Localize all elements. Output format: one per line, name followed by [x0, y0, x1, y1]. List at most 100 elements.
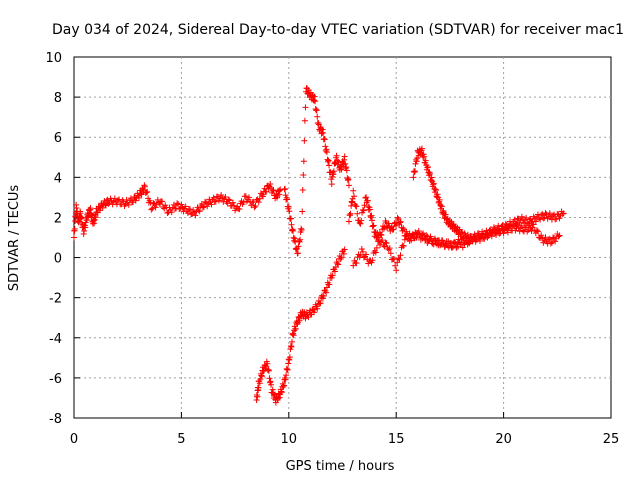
data-point [547, 240, 554, 247]
data-point [510, 222, 517, 229]
data-point [368, 212, 375, 219]
data-point [312, 98, 319, 105]
data-point [148, 206, 155, 213]
data-point [289, 331, 296, 338]
data-point [286, 356, 293, 363]
grid-lines [74, 57, 611, 418]
data-point [296, 317, 303, 324]
data-point [254, 393, 261, 400]
data-point [541, 214, 548, 221]
data-point [288, 221, 295, 228]
data-point [289, 338, 296, 345]
data-point [290, 332, 297, 339]
data-point [341, 156, 348, 163]
data-point [229, 199, 236, 206]
data-point [71, 226, 78, 233]
data-point [427, 170, 434, 177]
data-point [500, 230, 507, 237]
data-point [252, 203, 259, 210]
data-point [411, 168, 418, 175]
data-point [267, 180, 274, 187]
data-point [283, 365, 290, 372]
data-point [333, 152, 340, 159]
data-point [200, 203, 207, 210]
data-point [291, 235, 298, 242]
data-point [147, 199, 154, 206]
data-point [280, 382, 287, 389]
data-point [385, 220, 392, 227]
data-point [354, 210, 361, 217]
data-point [236, 206, 243, 213]
data-point [542, 234, 549, 241]
data-point [493, 231, 500, 238]
data-point [290, 227, 297, 234]
data-point [276, 191, 283, 198]
data-point [430, 180, 437, 187]
data-point [314, 113, 321, 120]
data-point [268, 381, 275, 388]
data-point [428, 174, 435, 181]
data-point [451, 240, 458, 247]
data-point [555, 233, 562, 240]
data-point [278, 388, 285, 395]
data-point [559, 210, 566, 217]
data-point [265, 367, 272, 374]
data-point [83, 217, 90, 224]
data-point [73, 204, 80, 211]
data-point [456, 226, 463, 233]
data-point [222, 194, 229, 201]
data-point [518, 213, 525, 220]
data-point [369, 223, 376, 230]
data-point [246, 194, 253, 201]
data-point [255, 384, 262, 391]
data-point [463, 238, 470, 245]
data-point [326, 281, 333, 288]
data-point [325, 158, 332, 165]
data-point [474, 232, 481, 239]
data-point [345, 182, 352, 189]
x-tick-label: 20 [495, 432, 512, 447]
data-point [387, 250, 394, 257]
data-point [540, 239, 547, 246]
data-point [342, 160, 349, 167]
data-point [343, 167, 350, 174]
chart-title: Day 034 of 2024, Sidereal Day-to-day VTE… [52, 22, 624, 38]
data-point [390, 226, 397, 233]
data-point [224, 200, 231, 207]
data-point [300, 158, 307, 165]
data-point [401, 236, 408, 243]
data-point [357, 252, 364, 259]
data-point [528, 227, 535, 234]
data-point [353, 203, 360, 210]
data-point [135, 194, 142, 201]
data-point [338, 254, 345, 261]
data-point [445, 238, 452, 245]
data-point [111, 195, 118, 202]
data-point [345, 176, 352, 183]
data-point [391, 256, 398, 263]
data-point [428, 177, 435, 184]
data-point [218, 191, 225, 198]
data-point [320, 292, 327, 299]
data-point [116, 196, 123, 203]
plot-frame [73, 56, 612, 419]
data-point [289, 226, 296, 233]
data-point [432, 186, 439, 193]
data-point [418, 145, 425, 152]
data-point [285, 360, 292, 367]
data-point [344, 177, 351, 184]
data-point [395, 255, 402, 262]
data-point [366, 206, 373, 213]
data-point [287, 215, 294, 222]
data-point [422, 236, 429, 243]
data-point [297, 236, 304, 243]
y-tick-label: 4 [54, 171, 62, 186]
data-point [352, 202, 359, 209]
data-point [258, 373, 265, 380]
data-point [504, 229, 511, 236]
data-point [276, 394, 283, 401]
data-point [296, 237, 303, 244]
data-point [78, 214, 85, 221]
data-point [427, 235, 434, 242]
y-axis-label: SDTVAR / TECUs [7, 185, 22, 292]
